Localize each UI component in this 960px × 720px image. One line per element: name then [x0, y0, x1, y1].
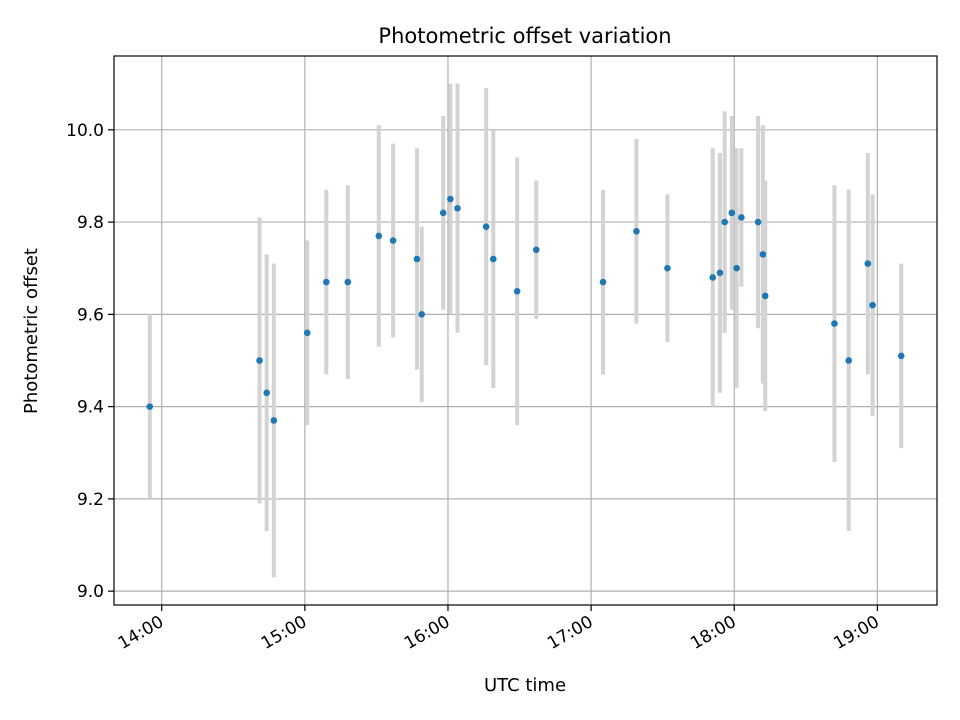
- data-point: [375, 232, 383, 240]
- data-point: [418, 311, 426, 318]
- data-point: [633, 228, 640, 235]
- data-point: [439, 209, 447, 217]
- y-axis-ticks: 9.0 9.2 9.4 9.6 9.8 10.0: [66, 121, 114, 602]
- data-point: [270, 417, 278, 424]
- data-point: [454, 204, 461, 212]
- y-tick-label: 10.0: [66, 121, 104, 141]
- data-point: [716, 269, 724, 277]
- data-point: [263, 389, 270, 397]
- y-axis-label: Photometric offset: [21, 248, 42, 414]
- data-point: [738, 214, 745, 221]
- y-tick-label: 9.2: [77, 490, 104, 510]
- x-tick-label: 18:00: [687, 612, 739, 654]
- data-point: [489, 255, 497, 263]
- error-bars: [147, 83, 904, 578]
- data-point: [759, 251, 767, 258]
- data-point: [303, 329, 311, 337]
- data-point: [869, 301, 876, 309]
- data-point: [447, 195, 454, 203]
- y-tick-label: 9.0: [77, 582, 104, 602]
- data-point: [389, 237, 397, 244]
- plot-frame: [113, 55, 938, 606]
- x-axis-label: UTC time: [484, 675, 566, 696]
- x-tick-label: 19:00: [830, 612, 882, 654]
- data-point: [599, 278, 607, 286]
- y-tick-label: 9.4: [77, 398, 104, 418]
- x-tick-label: 15:00: [258, 612, 310, 654]
- data-point: [664, 264, 671, 272]
- data-point: [513, 287, 521, 295]
- y-tick-label: 9.6: [77, 305, 104, 325]
- chart-title: Photometric offset variation: [378, 24, 671, 48]
- data-point: [897, 352, 905, 360]
- y-tick-label: 9.8: [77, 213, 104, 233]
- x-tick-label: 14:00: [115, 612, 167, 654]
- x-axis-ticks: 14:00 15:00 16:00 17:00 18:00 19:00: [115, 605, 883, 654]
- data-point: [754, 218, 762, 226]
- grid: [114, 56, 937, 605]
- data-point: [733, 264, 740, 272]
- data-point: [532, 246, 540, 254]
- x-tick-label: 17:00: [544, 612, 596, 654]
- data-point: [831, 320, 838, 327]
- data-point: [845, 357, 853, 364]
- data-point: [146, 403, 154, 410]
- data-point: [413, 255, 421, 263]
- x-tick-label: 16:00: [401, 612, 453, 654]
- data-point: [709, 274, 717, 281]
- data-point: [728, 209, 736, 217]
- data-points: [146, 195, 905, 424]
- data-point: [864, 260, 872, 267]
- data-point: [482, 223, 490, 230]
- data-point: [761, 292, 769, 300]
- data-point: [256, 357, 263, 364]
- data-point: [344, 278, 352, 286]
- data-point: [721, 218, 728, 226]
- data-point: [323, 278, 330, 286]
